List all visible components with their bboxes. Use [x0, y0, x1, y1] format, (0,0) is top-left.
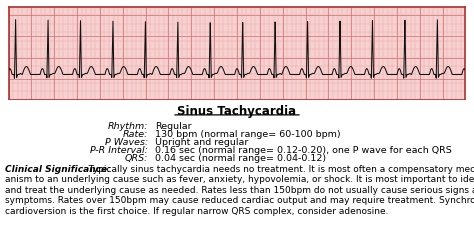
Text: P-R Interval:: P-R Interval: [90, 146, 148, 155]
Text: cardioversion is the first choice. If regular narrow QRS complex, consider adeno: cardioversion is the first choice. If re… [5, 207, 389, 216]
Text: Rate:: Rate: [123, 130, 148, 139]
Text: P Waves:: P Waves: [105, 138, 148, 147]
Text: Typically sinus tachycardia needs no treatment. It is most often a compensatory : Typically sinus tachycardia needs no tre… [83, 165, 474, 174]
Text: symptoms. Rates over 150bpm may cause reduced cardiac output and may require tre: symptoms. Rates over 150bpm may cause re… [5, 197, 474, 205]
Text: 0.16 sec (normal range= 0.12-0.20), one P wave for each QRS: 0.16 sec (normal range= 0.12-0.20), one … [155, 146, 452, 155]
Text: anism to an underlying cause such as fever, anxiety, hypovolemia, or shock. It i: anism to an underlying cause such as fev… [5, 175, 474, 185]
Text: Sinus Tachycardia: Sinus Tachycardia [177, 105, 297, 118]
Text: Clinical Significance:: Clinical Significance: [5, 165, 111, 174]
Text: 130 bpm (normal range= 60-100 bpm): 130 bpm (normal range= 60-100 bpm) [155, 130, 341, 139]
Text: 0.04 sec (normal range= 0.04-0.12): 0.04 sec (normal range= 0.04-0.12) [155, 154, 326, 163]
Text: and treat the underlying cause as needed. Rates less than 150bpm do not usually : and treat the underlying cause as needed… [5, 186, 474, 195]
Text: Upright and regular: Upright and regular [155, 138, 248, 147]
Text: Rhythm:: Rhythm: [108, 122, 148, 131]
Text: Regular: Regular [155, 122, 191, 131]
Text: QRS:: QRS: [125, 154, 148, 163]
